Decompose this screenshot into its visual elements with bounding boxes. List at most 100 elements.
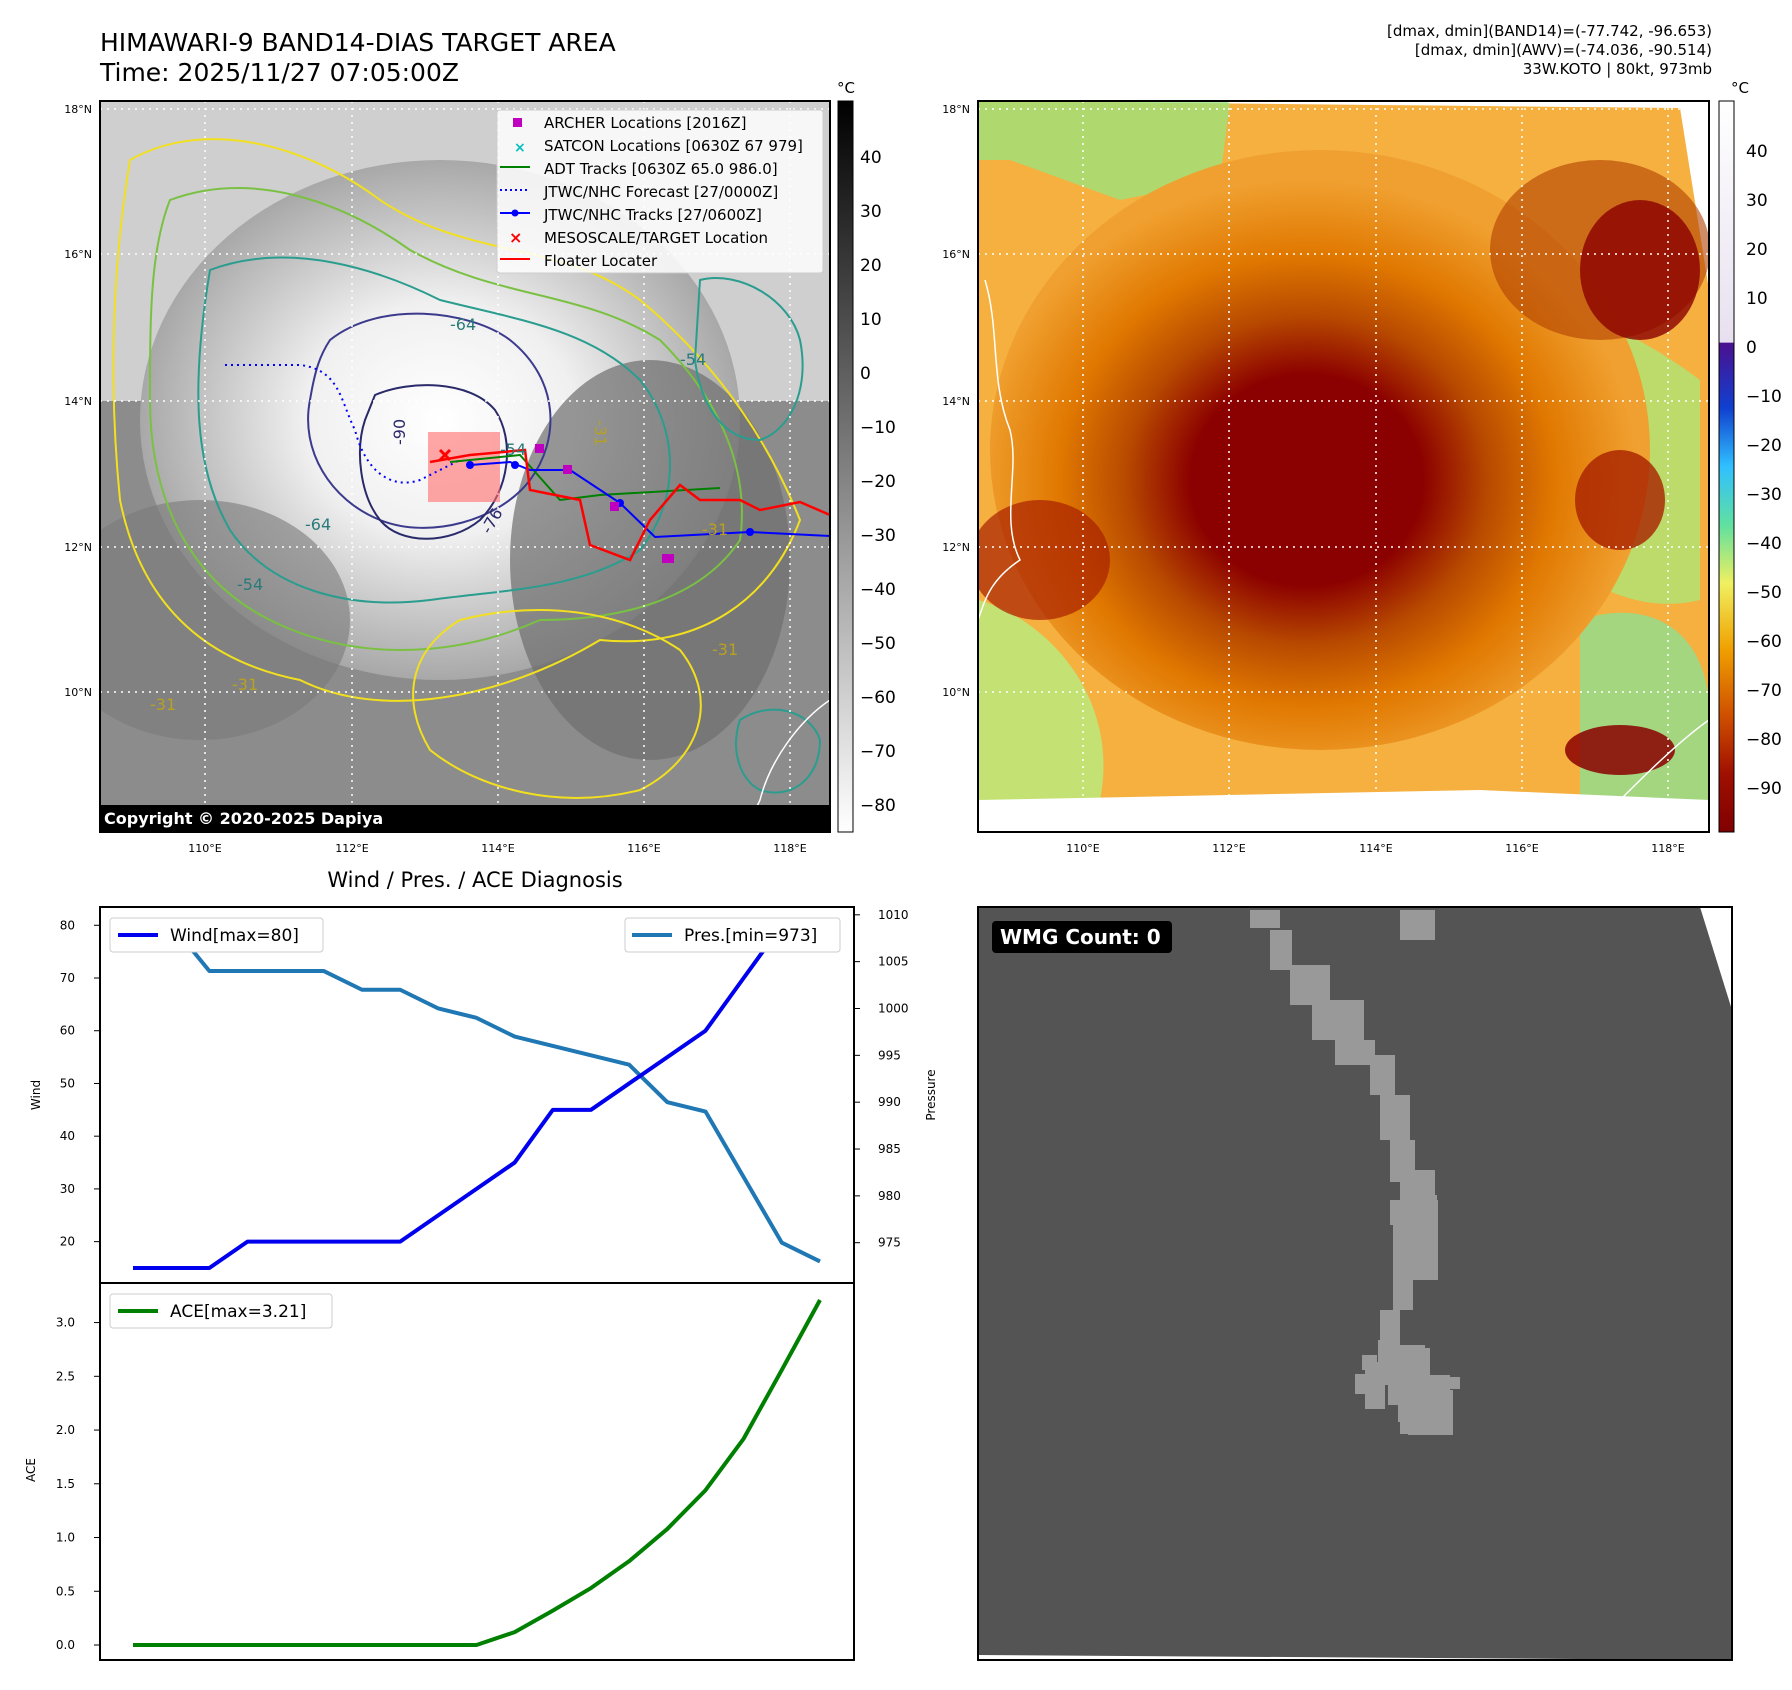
ace-tick: 0.0 [56,1638,75,1652]
legend-archer-marker [513,118,522,127]
lon-label: 112°E [335,842,368,855]
contour-label: -90 [390,419,409,445]
pressure-tick: 1005 [878,955,909,969]
pressure-tick: 995 [878,1048,901,1062]
colorbar2-tick: 0 [1746,338,1757,358]
ace-tick: 1.5 [56,1477,75,1491]
lon-label: 110°E [188,842,221,855]
colorbar1-unit: °C [837,79,855,97]
colorbar1-tick: −70 [860,742,896,762]
colorbar2-tick: 40 [1746,142,1768,162]
pressure-series-line [133,922,821,1264]
colorbar-awv: °C 40 30 20 10 0 −10 −20 −30 −40 −50 −60… [1718,79,1782,833]
contour-label: -31 [712,640,738,659]
stats-line-2: [dmax, dmin](AWV)=(-74.036, -90.514) [1414,41,1712,59]
contour-label: -31 [150,695,176,714]
legend-jtwc: JTWC/NHC Tracks [27/0600Z] [543,206,762,224]
copyright-text: Copyright © 2020-2025 Dapiya [104,809,383,828]
pressure-axis-label: Pressure [924,1069,938,1120]
ace-chart: 3.0 2.5 2.0 1.5 1.0 0.5 0.0 ACE ACE[max=… [24,1282,855,1661]
wmg-count-badge [992,921,1172,953]
legend-adt: ADT Tracks [0630Z 65.0 986.0] [544,160,778,178]
lat-label: 14°N [64,395,92,408]
pressure-axis-ticks: 1010 1005 1000 995 990 985 980 975 [878,908,909,1250]
wind-tick: 40 [60,1129,75,1143]
colorbar1-tick: 20 [860,256,882,276]
legend-target: MESOSCALE/TARGET Location [544,229,768,247]
wind-axis-ticks: 80 70 60 50 40 30 20 [60,918,75,1248]
wmg-count-label: WMG Count: 0 [1000,925,1161,949]
stats-header: [dmax, dmin](BAND14)=(-77.742, -96.653) … [1387,22,1712,79]
colorbar2-unit: °C [1731,79,1749,97]
lat-label: 12°N [64,541,92,554]
pressure-legend [624,917,841,953]
wind-legend [109,917,324,953]
ace-legend-label: ACE[max=3.21] [170,1302,306,1322]
floater-locater [429,448,830,562]
contour-label: -31 [591,420,610,446]
legend-floater: Floater Locater [544,252,658,270]
ace-series-line [133,1299,822,1647]
ace-tick: 2.5 [56,1369,75,1383]
legend-target-marker: × [509,228,522,247]
lon-label: 118°E [773,842,806,855]
colorbar1-tick: 0 [860,364,871,384]
legend-satcon: SATCON Locations [0630Z 67 979] [544,137,803,155]
lat-label: 10°N [942,686,970,699]
lon-label: 118°E [1651,842,1684,855]
wind-tick: 60 [60,1024,75,1038]
lon-label: 116°E [627,842,660,855]
lat-label: 16°N [64,248,92,261]
lat-label: 16°N [942,248,970,261]
lat-label: 14°N [942,395,970,408]
ace-tick: 0.5 [56,1584,75,1598]
pressure-tick: 1000 [878,1001,909,1015]
pressure-tick: 975 [878,1236,901,1250]
pressure-tick: 1010 [878,908,909,922]
pressure-tick: 985 [878,1142,901,1156]
ace-legend [109,1293,333,1329]
contour-label: -54 [500,440,526,459]
colorbar1-tick: 10 [860,310,882,330]
wind-legend-label: Wind[max=80] [170,926,299,946]
jtwc-track-points [466,461,754,536]
contour-label: -54 [680,350,706,369]
colorbar2-tick: −30 [1746,485,1782,505]
wmg-feature-cells [1250,910,1460,1435]
contour-label: -64 [305,515,331,534]
pressure-tick: 980 [878,1189,901,1203]
lon-label: 114°E [481,842,514,855]
title-line-1: HIMAWARI-9 BAND14-DIAS TARGET AREA [100,28,616,57]
lat-label: 10°N [64,686,92,699]
lat-label: 12°N [942,541,970,554]
colorbar2-tick: −70 [1746,681,1782,701]
pressure-legend-label: Pres.[min=973] [684,926,817,946]
colorbar1-tick: −20 [860,472,896,492]
colorbar1-tick: 30 [860,202,882,222]
colorbar2-tick: −60 [1746,632,1782,652]
lon-label: 114°E [1359,842,1392,855]
archer-markers [535,444,674,563]
wind-tick: 80 [60,918,75,932]
wind-tick: 20 [60,1235,75,1249]
ace-axis-label: ACE [24,1458,38,1482]
title-line-2: Time: 2025/11/27 07:05:00Z [100,58,459,87]
map1-lon-labels: 110°E 112°E 114°E 116°E 118°E [188,842,806,855]
colorbar2-tick: 20 [1746,240,1768,260]
colorbar2-tick: −20 [1746,436,1782,456]
ace-tick: 1.0 [56,1531,75,1545]
map2-lat-labels: 18°N 16°N 14°N 12°N 10°N [942,103,970,699]
contour-label: -31 [232,675,258,694]
lat-label: 18°N [64,103,92,116]
diagnosis-title: Wind / Pres. / ACE Diagnosis [327,868,622,892]
pressure-tick: 990 [878,1095,901,1109]
legend-jtwc-dot [511,209,519,217]
colorbar2-tick: 10 [1746,289,1768,309]
ir-map-frame [99,100,831,833]
target-location-marker [438,448,452,462]
copyright-bar [100,805,830,832]
ace-axis-ticks: 3.0 2.5 2.0 1.5 1.0 0.5 0.0 [56,1316,75,1652]
lon-label: 116°E [1505,842,1538,855]
colorbar1-tick: −30 [860,526,896,546]
